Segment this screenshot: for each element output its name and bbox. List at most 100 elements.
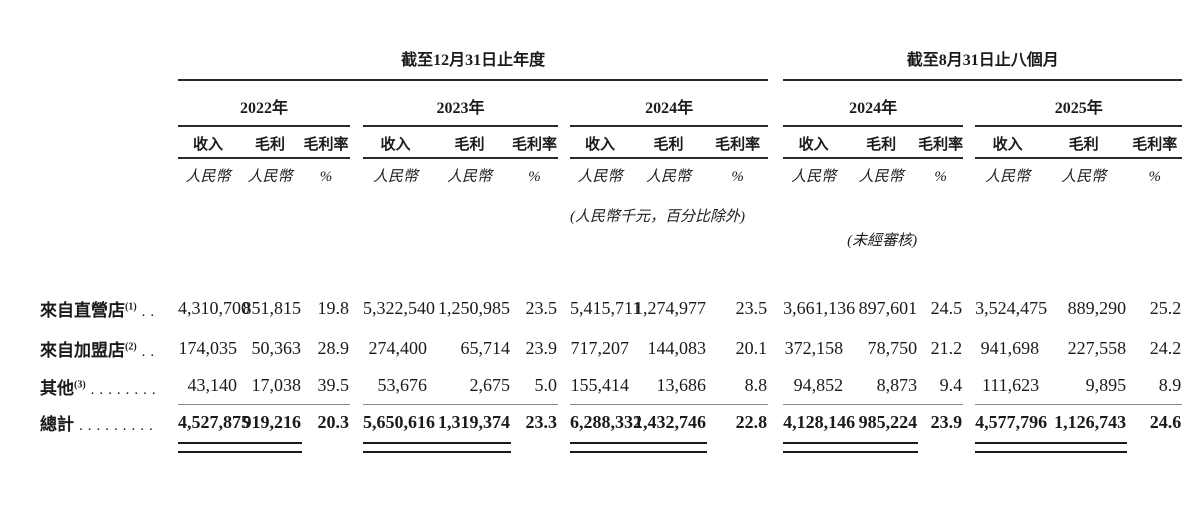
col-gross-margin: 毛利率 xyxy=(302,126,350,159)
unit-rmb: 人民幣 xyxy=(858,169,904,185)
total-value-cell: 4,128,146 xyxy=(783,403,855,440)
value-cell: 5,415,711 xyxy=(570,297,642,318)
dot-leader: .. xyxy=(141,303,160,320)
double-underline xyxy=(178,442,238,453)
unit-rmb: 人民幣 xyxy=(645,169,691,185)
scale-note: (人民幣千元，百分比除外) xyxy=(570,209,745,225)
unaudited-note: (未經審核) xyxy=(847,233,918,249)
col-gross-margin: 毛利率 xyxy=(511,126,558,159)
value-cell: 24.2 xyxy=(1149,337,1182,358)
period-group-header-row: 截至12月31日止年度 截至8月31日止八個月 xyxy=(40,46,1183,81)
value-cell: 5,322,540 xyxy=(363,297,435,318)
period-group-eight-months: 截至8月31日止八個月 xyxy=(783,46,1183,81)
unit-rmb: 人民幣 xyxy=(791,169,837,185)
total-value-cell: 20.3 xyxy=(302,403,350,440)
total-value-cell: 6,288,332 xyxy=(570,403,642,440)
value-cell: 9.4 xyxy=(939,375,963,396)
unit-rmb: 人民幣 xyxy=(985,169,1031,185)
unaudited-note-row: (未經審核) xyxy=(40,226,1182,250)
revenue-gross-profit-table: 截至12月31日止年度 截至8月31日止八個月 2022年 2023年 2024… xyxy=(40,46,1183,453)
unit-rmb: 人民幣 xyxy=(185,169,231,185)
col-revenue: 收入 xyxy=(975,126,1041,159)
unit-percent: % xyxy=(528,169,541,185)
value-cell: 23.5 xyxy=(735,297,768,318)
dot-leader: .. xyxy=(141,343,160,360)
value-cell: 65,714 xyxy=(460,337,511,358)
col-gross-profit: 毛利 xyxy=(238,126,302,159)
total-value-cell: 23.3 xyxy=(511,403,558,440)
year-2024: 2024年 xyxy=(570,80,769,127)
value-cell: 19.8 xyxy=(317,297,350,318)
double-underline xyxy=(238,442,302,453)
double-underline xyxy=(975,442,1041,453)
table-row-total: 總計......... 4,527,875 919,216 20.3 5,650… xyxy=(40,403,1183,440)
table-row-franchised: 來自加盟店(2).. 174,035 50,363 28.9 274,400 6… xyxy=(40,328,1182,368)
value-cell: 941,698 xyxy=(980,337,1040,358)
value-cell: 1,274,977 xyxy=(634,297,706,318)
total-value-cell: 1,126,743 xyxy=(1040,403,1128,440)
prospectus-page: 截至12月31日止年度 截至8月31日止八個月 2022年 2023年 2024… xyxy=(0,46,1204,516)
value-cell: 889,290 xyxy=(1067,297,1127,318)
col-gross-margin: 毛利率 xyxy=(707,126,769,159)
row-label: 來自加盟店(2).. xyxy=(40,340,160,360)
total-value-cell: 23.9 xyxy=(918,403,964,440)
year-header-row: 2022年 2023年 2024年 2024年 2025年 xyxy=(40,80,1183,127)
year-2025-8m: 2025年 xyxy=(975,80,1183,127)
total-value-cell: 22.8 xyxy=(707,403,769,440)
double-rule-row xyxy=(40,440,1182,453)
total-value-cell: 4,527,875 xyxy=(178,403,250,440)
value-cell: 144,083 xyxy=(647,337,707,358)
footnote-marker: (3) xyxy=(74,378,86,390)
unit-rmb: 人民幣 xyxy=(446,169,492,185)
col-revenue: 收入 xyxy=(783,126,845,159)
col-revenue: 收入 xyxy=(570,126,630,159)
year-2023: 2023年 xyxy=(363,80,558,127)
total-value-cell: 4,577,796 xyxy=(975,403,1047,440)
value-cell: 851,815 xyxy=(242,297,302,318)
col-gross-profit: 毛利 xyxy=(630,126,707,159)
value-cell: 8.8 xyxy=(744,375,768,396)
total-value-cell: 24.6 xyxy=(1127,403,1183,440)
col-gross-profit: 毛利 xyxy=(844,126,919,159)
year-2024-8m: 2024年 xyxy=(783,80,964,127)
value-cell: 94,852 xyxy=(793,375,844,396)
value-cell: 17,038 xyxy=(251,375,302,396)
value-cell: 78,750 xyxy=(867,337,918,358)
total-value-cell: 985,224 xyxy=(844,403,919,440)
value-cell: 1,250,985 xyxy=(438,297,510,318)
value-cell: 155,414 xyxy=(570,375,630,396)
unit-percent: % xyxy=(731,169,744,185)
unit-percent: % xyxy=(1148,169,1161,185)
value-cell: 111,623 xyxy=(981,375,1040,396)
units-row: 人民幣 人民幣 % 人民幣 人民幣 % 人民幣 人民幣 % 人民幣 人民幣 % … xyxy=(40,158,1182,188)
value-cell: 3,661,136 xyxy=(783,297,856,318)
value-cell: 717,207 xyxy=(570,337,630,358)
value-cell: 8.9 xyxy=(1158,375,1182,396)
row-label: 其他(3)........ xyxy=(40,378,161,398)
double-underline xyxy=(630,442,707,453)
value-cell: 24.5 xyxy=(930,297,963,318)
unit-rmb: 人民幣 xyxy=(1061,169,1107,185)
row-label: 來自直營店(1).. xyxy=(40,300,160,320)
col-revenue: 收入 xyxy=(178,126,238,159)
double-underline xyxy=(363,442,428,453)
col-revenue: 收入 xyxy=(363,126,428,159)
double-underline xyxy=(570,442,630,453)
double-underline xyxy=(783,442,845,453)
double-underline xyxy=(1040,442,1128,453)
value-cell: 28.9 xyxy=(317,337,350,358)
row-label-total: 總計......... xyxy=(40,414,158,434)
value-cell: 274,400 xyxy=(368,337,428,358)
total-value-cell: 1,432,746 xyxy=(630,403,707,440)
value-cell: 9,895 xyxy=(1085,375,1127,396)
dot-leader: ......... xyxy=(79,417,158,434)
table-row-others: 其他(3)........ 43,140 17,038 39.5 53,676 … xyxy=(40,368,1182,404)
col-gross-profit: 毛利 xyxy=(428,126,511,159)
table-row-self-operated: 來自直營店(1).. 4,310,700 851,815 19.8 5,322,… xyxy=(40,288,1182,328)
value-cell: 2,675 xyxy=(469,375,511,396)
unit-rmb: 人民幣 xyxy=(577,169,623,185)
value-cell: 372,158 xyxy=(784,337,844,358)
double-underline xyxy=(428,442,511,453)
value-cell: 174,035 xyxy=(178,337,238,358)
value-cell: 21.2 xyxy=(930,337,963,358)
